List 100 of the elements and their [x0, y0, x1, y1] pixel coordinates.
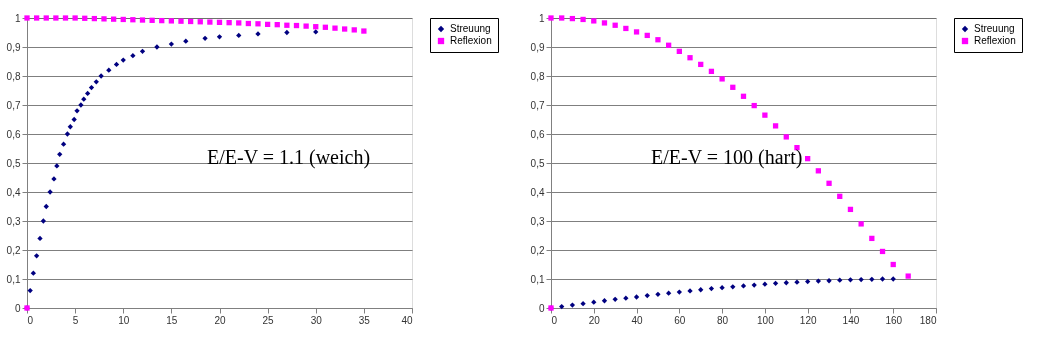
- point: [719, 76, 725, 82]
- legend-label: Reflexion: [974, 35, 1016, 46]
- legend-label: Streuung: [450, 23, 491, 34]
- point: [149, 17, 155, 23]
- point: [84, 90, 91, 97]
- point: [361, 28, 367, 34]
- point: [236, 20, 242, 26]
- point: [27, 287, 33, 294]
- x-tick-label: 100: [757, 314, 775, 326]
- point: [284, 22, 290, 28]
- point: [178, 18, 184, 24]
- y-tick-label: 1: [14, 12, 21, 24]
- x-tick-label: 25: [262, 314, 275, 326]
- y-tick-label: 0,4: [530, 186, 545, 198]
- point: [351, 27, 357, 33]
- x-tick-label: 140: [842, 314, 860, 326]
- point: [60, 141, 67, 147]
- point: [113, 61, 120, 68]
- y-tick-label: 0,6: [530, 128, 545, 140]
- x-tick-label: 40: [631, 314, 644, 326]
- point: [43, 203, 49, 210]
- point: [740, 283, 747, 289]
- point: [719, 285, 725, 291]
- annotation: E/E-V = 1.1 (weich): [207, 146, 371, 169]
- point: [72, 15, 78, 21]
- point: [130, 17, 136, 23]
- x-tick-label: 10: [118, 314, 130, 326]
- point: [33, 253, 40, 259]
- x-tick-label: 30: [310, 314, 323, 326]
- point: [826, 180, 832, 186]
- point: [139, 48, 146, 54]
- y-tick-label: 0: [538, 302, 545, 314]
- point: [698, 287, 704, 293]
- y-tick-label: 0,7: [530, 99, 545, 111]
- point: [623, 25, 629, 32]
- y-tick-label: 0,8: [530, 70, 545, 82]
- point: [216, 34, 223, 40]
- x-tick-label: 15: [166, 314, 178, 326]
- y-tick-label: 0,5: [6, 157, 21, 169]
- x-tick-label: 20: [214, 314, 226, 326]
- y-tick-label: 0,2: [6, 244, 21, 256]
- x-tick-label: 120: [799, 314, 817, 326]
- y-tick-label: 0,6: [6, 128, 21, 140]
- point: [303, 23, 309, 29]
- point: [236, 32, 242, 39]
- point: [88, 84, 95, 91]
- point: [580, 301, 586, 307]
- point: [633, 29, 640, 35]
- point: [67, 124, 73, 130]
- point: [53, 15, 59, 21]
- point: [559, 303, 565, 310]
- x-tick-label: 20: [588, 314, 601, 326]
- point: [805, 278, 811, 285]
- point: [226, 19, 232, 26]
- point: [655, 37, 661, 43]
- point: [37, 235, 43, 242]
- point: [676, 289, 682, 295]
- point: [837, 277, 843, 283]
- point: [644, 292, 650, 299]
- y-tick-label: 0,4: [6, 186, 21, 198]
- point: [783, 134, 789, 140]
- y-tick-label: 0,9: [530, 41, 545, 53]
- y-tick-label: 0,7: [6, 99, 21, 111]
- x-tick-label: 180: [919, 314, 937, 326]
- point: [569, 302, 576, 308]
- y-tick-label: 0,3: [530, 215, 545, 227]
- point: [559, 15, 565, 21]
- point: [71, 116, 77, 123]
- y-tick-label: 0,8: [6, 70, 21, 82]
- point: [81, 96, 87, 102]
- point: [815, 278, 822, 284]
- point: [601, 20, 608, 26]
- point: [905, 273, 911, 279]
- y-tick-label: 0,1: [530, 273, 545, 285]
- point: [332, 25, 338, 31]
- point: [33, 15, 40, 21]
- point: [207, 19, 213, 25]
- point: [633, 294, 640, 300]
- y-tick-label: 0,3: [6, 215, 21, 227]
- point: [655, 291, 661, 298]
- y-tick-label: 0,2: [530, 244, 545, 256]
- point: [869, 276, 875, 282]
- point: [57, 151, 63, 157]
- point: [101, 16, 107, 22]
- point: [106, 67, 112, 73]
- point: [591, 299, 597, 305]
- point: [168, 18, 175, 24]
- point: [580, 16, 586, 23]
- legend-label: Reflexion: [450, 35, 492, 46]
- point: [772, 280, 779, 286]
- point: [202, 35, 208, 41]
- y-tick-label: 0,9: [6, 41, 21, 53]
- point: [879, 276, 886, 282]
- point: [687, 55, 693, 61]
- point: [772, 123, 779, 129]
- point: [313, 29, 319, 35]
- x-tick-label: 80: [717, 314, 729, 326]
- x-tick-label: 60: [674, 314, 686, 326]
- point: [30, 270, 36, 276]
- point: [62, 15, 69, 21]
